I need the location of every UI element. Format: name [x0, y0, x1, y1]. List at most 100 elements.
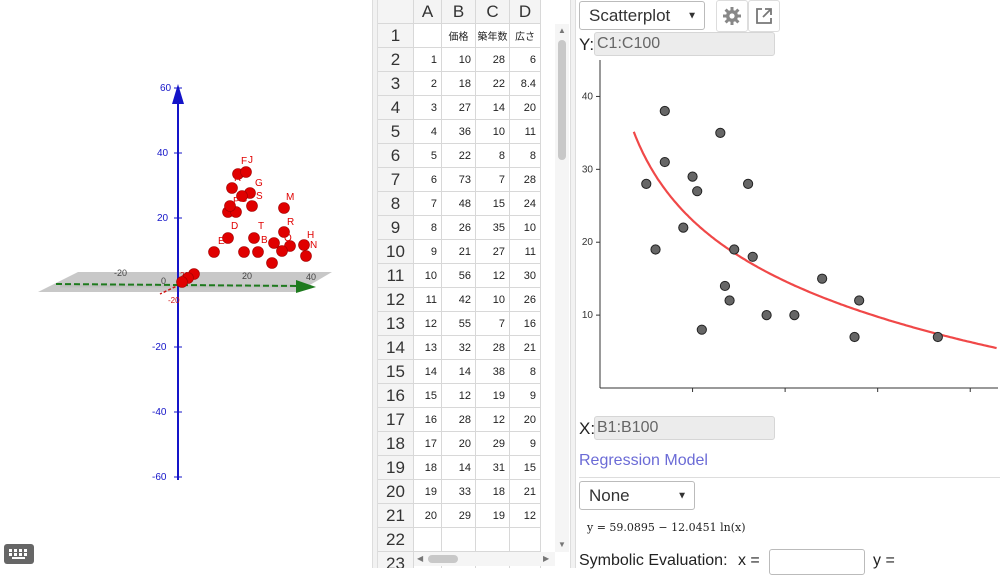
table-cell[interactable]: 16 — [510, 312, 541, 336]
vertical-scroll-thumb[interactable] — [558, 40, 566, 160]
table-cell[interactable]: 73 — [442, 168, 476, 192]
table-cell[interactable]: 22 — [442, 144, 476, 168]
table-cell[interactable]: 31 — [476, 456, 510, 480]
table-cell[interactable]: 7 — [414, 192, 442, 216]
table-cell[interactable]: 16 — [414, 408, 442, 432]
row-header[interactable]: 8 — [378, 192, 414, 216]
table-cell[interactable]: 28 — [442, 408, 476, 432]
point-3d[interactable] — [240, 166, 252, 178]
table-cell[interactable]: 価格 — [442, 24, 476, 48]
table-cell[interactable] — [510, 528, 541, 552]
table-cell[interactable]: 35 — [476, 216, 510, 240]
table-cell[interactable]: 22 — [476, 72, 510, 96]
row-header[interactable]: 5 — [378, 120, 414, 144]
row-header[interactable]: 15 — [378, 360, 414, 384]
table-cell[interactable]: 20 — [510, 96, 541, 120]
point-3d[interactable] — [236, 190, 248, 202]
row-header[interactable]: 17 — [378, 408, 414, 432]
table-cell[interactable]: 29 — [442, 504, 476, 528]
point-3d[interactable] — [276, 245, 288, 257]
table-cell[interactable]: 30 — [510, 264, 541, 288]
point-3d[interactable] — [266, 257, 278, 269]
table-cell[interactable]: 1 — [414, 48, 442, 72]
point-3d[interactable] — [176, 276, 188, 288]
row-header[interactable]: 10 — [378, 240, 414, 264]
table-cell[interactable]: 11 — [510, 120, 541, 144]
point-3d[interactable] — [252, 246, 264, 258]
view-divider[interactable] — [372, 0, 378, 568]
table-cell[interactable]: 11 — [414, 288, 442, 312]
table-cell[interactable]: 32 — [442, 336, 476, 360]
table-cell[interactable]: 10 — [476, 120, 510, 144]
table-cell[interactable]: 33 — [442, 480, 476, 504]
table-cell[interactable]: 19 — [476, 504, 510, 528]
table-cell[interactable]: 24 — [510, 192, 541, 216]
row-header[interactable]: 13 — [378, 312, 414, 336]
graphics-3d-canvas[interactable]: 60 40 20 -20 -40 -60 -20 0 20 40 20 -20 … — [0, 0, 372, 568]
table-cell[interactable]: 10 — [476, 288, 510, 312]
table-cell[interactable]: 広さ — [510, 24, 541, 48]
table-cell[interactable] — [442, 528, 476, 552]
row-header[interactable]: 9 — [378, 216, 414, 240]
table-cell[interactable] — [476, 528, 510, 552]
table-cell[interactable]: 8 — [476, 144, 510, 168]
table-cell[interactable]: 9 — [510, 384, 541, 408]
regression-model-select[interactable]: None ▼ — [579, 481, 695, 510]
row-header[interactable]: 11 — [378, 264, 414, 288]
table-cell[interactable]: 15 — [414, 384, 442, 408]
row-header[interactable]: 1 — [378, 24, 414, 48]
row-header[interactable]: 23 — [378, 552, 414, 568]
export-button[interactable] — [748, 0, 780, 32]
column-header[interactable]: C — [476, 0, 510, 24]
table-cell[interactable]: 8 — [510, 360, 541, 384]
table-cell[interactable]: 19 — [476, 384, 510, 408]
point-3d[interactable] — [248, 232, 260, 244]
table-cell[interactable]: 21 — [510, 336, 541, 360]
point-3d[interactable] — [278, 202, 290, 214]
table-cell[interactable]: 18 — [414, 456, 442, 480]
table-cell[interactable]: 12 — [476, 408, 510, 432]
table-cell[interactable]: 2 — [414, 72, 442, 96]
view-divider[interactable] — [570, 0, 576, 568]
table-cell[interactable]: 19 — [414, 480, 442, 504]
table-cell[interactable]: 20 — [442, 432, 476, 456]
table-cell[interactable]: 8 — [414, 216, 442, 240]
column-header[interactable]: A — [414, 0, 442, 24]
table-cell[interactable]: 36 — [442, 120, 476, 144]
row-header[interactable]: 2 — [378, 48, 414, 72]
table-cell[interactable]: 55 — [442, 312, 476, 336]
table-cell[interactable]: 5 — [414, 144, 442, 168]
row-header[interactable]: 22 — [378, 528, 414, 552]
points-3d[interactable]: F JR GSP C MD T RBE Q HN — [176, 155, 318, 288]
table-cell[interactable]: 13 — [414, 336, 442, 360]
column-header[interactable]: D — [510, 0, 541, 24]
table-cell[interactable]: 21 — [442, 240, 476, 264]
table-cell[interactable]: 26 — [442, 216, 476, 240]
plot-type-select[interactable]: Scatterplot ▼ — [579, 1, 705, 30]
scroll-down-icon[interactable]: ▼ — [558, 540, 566, 549]
table-cell[interactable]: 48 — [442, 192, 476, 216]
row-header[interactable]: 19 — [378, 456, 414, 480]
table-cell[interactable]: 7 — [476, 168, 510, 192]
point-3d[interactable] — [222, 232, 234, 244]
table-cell[interactable]: 10 — [510, 216, 541, 240]
point-3d[interactable] — [300, 250, 312, 262]
table-cell[interactable]: 8.4 — [510, 72, 541, 96]
table-cell[interactable]: 4 — [414, 120, 442, 144]
column-header[interactable]: B — [442, 0, 476, 24]
table-cell[interactable]: 14 — [442, 360, 476, 384]
point-3d[interactable] — [298, 239, 310, 251]
table-cell[interactable]: 12 — [414, 312, 442, 336]
table-cell[interactable]: 8 — [510, 144, 541, 168]
scroll-left-icon[interactable]: ◀ — [417, 554, 424, 563]
point-3d[interactable] — [224, 200, 236, 212]
table-cell[interactable]: 21 — [510, 480, 541, 504]
row-header[interactable]: 20 — [378, 480, 414, 504]
row-header[interactable]: 3 — [378, 72, 414, 96]
table-cell[interactable]: 6 — [510, 48, 541, 72]
row-header[interactable]: 21 — [378, 504, 414, 528]
point-3d[interactable] — [238, 246, 250, 258]
table-cell[interactable] — [414, 24, 442, 48]
row-header[interactable]: 12 — [378, 288, 414, 312]
table-cell[interactable] — [414, 528, 442, 552]
